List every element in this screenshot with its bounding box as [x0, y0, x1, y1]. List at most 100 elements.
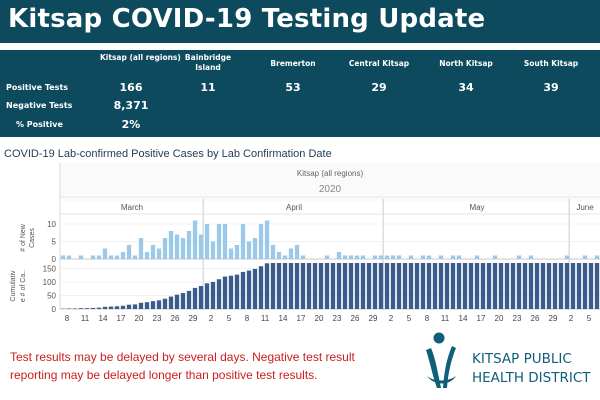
daily-bar	[102, 248, 108, 259]
cumulative-bar	[552, 263, 558, 309]
column-header-kitsap: Kitsap (all regions)	[100, 53, 181, 62]
logo-line-2: HEALTH DISTRICT	[472, 370, 591, 386]
positive-kitsap: 166	[119, 81, 143, 94]
cumulative-bar	[150, 301, 156, 309]
cumulative-bar	[192, 287, 198, 309]
daily-bar	[210, 241, 216, 259]
x-tick-label: 14	[279, 314, 288, 323]
cumulative-bar	[318, 263, 324, 309]
cumulative-bar	[576, 263, 582, 309]
logo-line-1: KITSAP PUBLIC	[472, 351, 572, 367]
daily-bar	[492, 255, 498, 259]
daily-bar	[234, 245, 240, 259]
cumulative-bar	[126, 304, 132, 309]
daily-tick-5: 5	[52, 238, 57, 247]
daily-bar	[396, 255, 402, 259]
cumulative-bar	[222, 276, 228, 309]
daily-bar	[456, 255, 462, 259]
x-tick-label: 8	[425, 314, 430, 323]
organization-logo-text: KITSAP PUBLIC HEALTH DISTRICT	[472, 350, 591, 388]
cumulative-bar	[96, 307, 102, 309]
cumulative-bar	[174, 294, 180, 309]
cumulative-bar	[312, 263, 318, 309]
daily-bar	[240, 224, 246, 259]
daily-bar	[108, 255, 114, 259]
daily-bar	[336, 252, 342, 259]
row-label-positive-tests: Positive Tests	[6, 83, 69, 92]
daily-bar	[324, 255, 330, 259]
daily-bar	[528, 255, 534, 259]
daily-bar	[114, 255, 120, 259]
daily-bar	[96, 255, 102, 259]
cumulative-bar	[468, 263, 474, 309]
cumulative-bar	[540, 263, 546, 309]
daily-bar	[180, 238, 186, 259]
daily-bar	[408, 255, 414, 259]
x-tick-label: 5	[587, 314, 592, 323]
cumulative-bar	[516, 263, 522, 309]
daily-tick-0: 0	[52, 255, 57, 264]
cumulative-bar	[366, 263, 372, 309]
kitsap-health-logo-icon	[426, 332, 456, 388]
cumulative-bar	[498, 263, 504, 309]
cumulative-bar	[582, 263, 588, 309]
cumulative-bar	[384, 263, 390, 309]
x-tick-label: 2	[569, 314, 574, 323]
x-tick-label: 29	[189, 314, 198, 323]
daily-bar	[594, 255, 600, 259]
daily-bar	[216, 224, 222, 259]
x-tick-label: 29	[369, 314, 378, 323]
daily-bar	[372, 255, 378, 259]
cumulative-bar	[462, 263, 468, 309]
positive-central-kitsap: 29	[371, 81, 387, 94]
daily-bar	[582, 255, 588, 259]
cumulative-bar	[78, 308, 84, 309]
cumulative-bar	[426, 263, 432, 309]
daily-bar	[156, 248, 162, 259]
cumulative-bar	[120, 305, 126, 309]
daily-bar	[144, 252, 150, 259]
cumulative-bar	[342, 263, 348, 309]
x-tick-label: 26	[531, 314, 540, 323]
daily-bar	[204, 224, 210, 259]
x-tick-label: 23	[153, 314, 162, 323]
daily-bar	[270, 245, 276, 259]
x-tick-label: 26	[351, 314, 360, 323]
x-tick-label: 23	[513, 314, 522, 323]
x-tick-label: 20	[315, 314, 324, 323]
chart-region-label: Kitsap (all regions)	[297, 169, 364, 178]
cumulative-bar	[66, 308, 72, 309]
chart-year-label: 2020	[319, 184, 342, 195]
daily-bar	[246, 241, 252, 259]
daily-bar	[294, 245, 300, 259]
daily-bar	[222, 224, 228, 259]
cumulative-bar	[456, 263, 462, 309]
daily-bar	[420, 255, 426, 259]
daily-bar	[474, 255, 480, 259]
daily-bar	[276, 252, 282, 259]
cumulative-bar	[432, 263, 438, 309]
daily-bar	[516, 255, 522, 259]
daily-tick-10: 10	[47, 220, 56, 229]
cumulative-bar	[504, 263, 510, 309]
cumulative-bar	[240, 271, 246, 309]
x-tick-label: 20	[495, 314, 504, 323]
cumulative-bar	[246, 270, 252, 309]
cumulative-bar	[168, 296, 174, 309]
cumulative-bar	[408, 263, 414, 309]
column-header-central-kitsap: Central Kitsap	[348, 59, 410, 68]
page-title: Kitsap COVID-19 Testing Update	[8, 4, 486, 34]
cumulative-bar	[108, 306, 114, 309]
cumulative-bar	[84, 308, 90, 309]
cumulative-axis-title: Cumulativ	[10, 270, 17, 302]
cumulative-bar	[210, 281, 216, 309]
cumulative-bar	[162, 298, 168, 309]
row-label-negative-tests: Negative Tests	[6, 101, 73, 110]
column-header-south-kitsap: South Kitsap	[523, 59, 579, 68]
cumulative-bar	[336, 263, 342, 309]
cumulative-bar	[114, 306, 120, 309]
month-label-may: May	[469, 203, 484, 212]
positive-bainbridge: 11	[200, 81, 216, 94]
cumulative-bar	[372, 263, 378, 309]
